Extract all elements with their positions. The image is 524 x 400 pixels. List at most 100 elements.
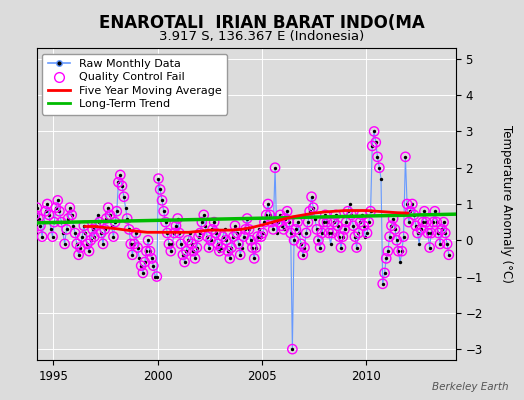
Point	[128, 252, 137, 258]
Point	[36, 222, 45, 229]
Point	[387, 222, 396, 229]
Point	[283, 208, 291, 214]
Point	[425, 244, 434, 251]
Point	[321, 212, 330, 218]
Point	[119, 194, 128, 200]
Point	[116, 172, 125, 178]
Point	[194, 234, 203, 240]
Point	[217, 244, 225, 251]
Point	[314, 237, 323, 244]
Point	[401, 154, 410, 160]
Point	[209, 226, 217, 232]
Point	[443, 241, 451, 247]
Point	[316, 244, 324, 251]
Point	[387, 222, 396, 229]
Point	[236, 252, 244, 258]
Point	[200, 212, 208, 218]
Point	[248, 244, 257, 251]
Point	[80, 222, 88, 229]
Point	[76, 244, 84, 251]
Point	[86, 237, 95, 244]
Point	[424, 230, 432, 236]
Point	[53, 197, 62, 204]
Point	[151, 273, 159, 280]
Point	[245, 226, 253, 232]
Point	[41, 208, 50, 214]
Point	[405, 219, 413, 225]
Point	[68, 212, 76, 218]
Point	[318, 230, 326, 236]
Point	[109, 234, 117, 240]
Point	[246, 237, 255, 244]
Point	[227, 244, 236, 251]
Point	[368, 143, 376, 149]
Point	[168, 241, 177, 247]
Point	[80, 222, 88, 229]
Point	[163, 230, 171, 236]
Point	[149, 262, 157, 269]
Point	[394, 248, 402, 254]
Point	[434, 230, 443, 236]
Point	[57, 219, 66, 225]
Point	[72, 241, 81, 247]
Point	[274, 219, 282, 225]
Point	[159, 208, 168, 214]
Point	[351, 234, 359, 240]
Point	[161, 219, 170, 225]
Point	[431, 208, 439, 214]
Point	[43, 201, 51, 207]
Point	[50, 219, 58, 225]
Point	[179, 252, 187, 258]
Point	[415, 241, 423, 247]
Point	[29, 226, 38, 232]
Point	[287, 230, 295, 236]
Point	[313, 226, 321, 232]
Point	[154, 176, 162, 182]
Point	[243, 215, 252, 222]
Point	[127, 241, 135, 247]
Point	[35, 215, 43, 222]
Point	[191, 255, 199, 262]
Point	[269, 226, 277, 232]
Point	[188, 241, 196, 247]
Point	[413, 230, 422, 236]
Point	[290, 237, 298, 244]
Point	[264, 201, 272, 207]
Point	[206, 237, 215, 244]
Point	[173, 215, 182, 222]
Point	[203, 234, 212, 240]
Point	[50, 219, 58, 225]
Point	[31, 212, 39, 218]
Point	[92, 222, 100, 229]
Point	[349, 222, 357, 229]
Point	[231, 222, 239, 229]
Point	[158, 197, 166, 204]
Point	[154, 176, 162, 182]
Point	[353, 244, 361, 251]
Point	[241, 226, 249, 232]
Point	[226, 255, 234, 262]
Point	[398, 248, 406, 254]
Point	[236, 252, 244, 258]
Point	[272, 230, 281, 236]
Point	[109, 234, 117, 240]
Point	[31, 212, 39, 218]
Point	[95, 219, 104, 225]
Point	[156, 186, 165, 193]
Point	[64, 215, 72, 222]
Point	[365, 219, 373, 225]
Point	[132, 230, 140, 236]
Point	[140, 259, 149, 265]
Point	[60, 241, 69, 247]
Point	[279, 226, 288, 232]
Point	[177, 241, 185, 247]
Point	[292, 226, 300, 232]
Point	[125, 226, 133, 232]
Point	[189, 248, 198, 254]
Point	[246, 237, 255, 244]
Point	[267, 219, 276, 225]
Point	[229, 234, 237, 240]
Point	[134, 244, 142, 251]
Point	[163, 230, 171, 236]
Point	[274, 219, 282, 225]
